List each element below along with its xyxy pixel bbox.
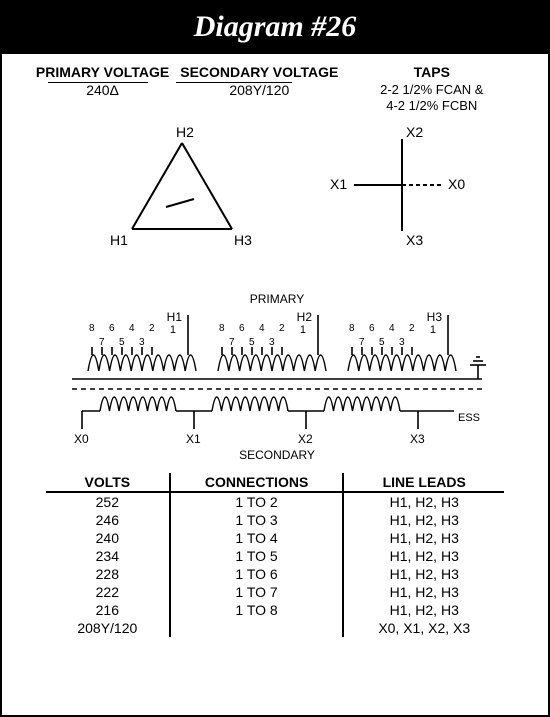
taps-header: TAPS	[346, 64, 518, 80]
taps-line1: 2-2 1/2% FCAN &	[380, 82, 483, 97]
svg-text:3: 3	[269, 337, 275, 348]
cell-lineleads: H1, H2, H3	[344, 511, 504, 529]
cell-lineleads: H1, H2, H3	[344, 529, 504, 547]
taps-line2: 4-2 1/2% FCBN	[386, 98, 477, 113]
table-row: 2461 TO 3H1, H2, H3	[46, 511, 504, 529]
svg-text:1: 1	[170, 324, 176, 336]
delta-wye-svg: H2 H1 H3 X2 X1 X3 X0	[2, 119, 550, 289]
cell-volts: 246	[46, 511, 169, 529]
voltage-header-row: PRIMARY VOLTAGE SECONDARY VOLTAGE TAPS	[2, 54, 548, 82]
svg-text:H2: H2	[176, 124, 194, 140]
cell-volts: 208Y/120	[46, 619, 169, 637]
svg-text:4: 4	[389, 323, 395, 334]
secondary-voltage-header: SECONDARY VOLTAGE	[173, 64, 345, 80]
svg-text:H3: H3	[234, 232, 252, 248]
cell-connections: 1 TO 2	[169, 493, 345, 511]
connections-table: VOLTS CONNECTIONS LINE LEADS 2521 TO 2H1…	[46, 473, 504, 637]
svg-text:2: 2	[409, 323, 415, 334]
svg-text:X3: X3	[406, 232, 423, 248]
cell-connections: 1 TO 6	[169, 565, 345, 583]
svg-text:H3: H3	[427, 310, 443, 324]
cell-lineleads: H1, H2, H3	[344, 565, 504, 583]
svg-text:5: 5	[249, 337, 255, 348]
table-row: 2401 TO 4H1, H2, H3	[46, 529, 504, 547]
page: Diagram #26 PRIMARY VOLTAGE SECONDARY VO…	[0, 0, 550, 717]
svg-text:2: 2	[279, 323, 285, 334]
svg-text:X3: X3	[410, 432, 425, 446]
cell-volts: 252	[46, 493, 169, 511]
cell-lineleads: X0, X1, X2, X3	[344, 619, 504, 637]
svg-text:3: 3	[139, 337, 145, 348]
svg-text:SECONDARY: SECONDARY	[239, 448, 315, 462]
svg-text:X0: X0	[448, 176, 465, 192]
svg-text:4: 4	[259, 323, 265, 334]
cell-volts: 216	[46, 601, 169, 619]
svg-text:8: 8	[89, 323, 95, 334]
primary-voltage-header: PRIMARY VOLTAGE	[32, 64, 173, 80]
svg-text:5: 5	[379, 337, 385, 348]
svg-text:H1: H1	[110, 232, 128, 248]
winding-diagram: PRIMARYH118765432H218765432H318765432ESS…	[2, 289, 548, 469]
cell-connections: 1 TO 7	[169, 583, 345, 601]
table-row: 2221 TO 7H1, H2, H3	[46, 583, 504, 601]
svg-text:6: 6	[109, 323, 115, 334]
table-row: 2161 TO 8H1, H2, H3	[46, 601, 504, 619]
svg-text:8: 8	[349, 323, 355, 334]
svg-text:7: 7	[229, 337, 235, 348]
col-lineleads-header: LINE LEADS	[344, 473, 504, 491]
svg-text:PRIMARY: PRIMARY	[250, 292, 304, 306]
primary-voltage-value: 240Δ	[32, 82, 173, 115]
svg-text:6: 6	[239, 323, 245, 334]
table-row: 2341 TO 5H1, H2, H3	[46, 547, 504, 565]
svg-text:X2: X2	[406, 124, 423, 140]
svg-text:6: 6	[369, 323, 375, 334]
svg-text:3: 3	[399, 337, 405, 348]
cell-connections: 1 TO 3	[169, 511, 345, 529]
svg-text:8: 8	[219, 323, 225, 334]
voltage-value-row: 240Δ 208Y/120 2-2 1/2% FCAN & 4-2 1/2% F…	[2, 82, 548, 119]
svg-text:1: 1	[300, 324, 306, 336]
connection-diagrams: H2 H1 H3 X2 X1 X3 X0	[2, 119, 548, 289]
svg-text:4: 4	[129, 323, 135, 334]
table-row: 2281 TO 6H1, H2, H3	[46, 565, 504, 583]
svg-text:7: 7	[99, 337, 105, 348]
cell-lineleads: H1, H2, H3	[344, 601, 504, 619]
cell-connections: 1 TO 5	[169, 547, 345, 565]
svg-text:H2: H2	[297, 310, 313, 324]
cell-lineleads: H1, H2, H3	[344, 493, 504, 511]
svg-text:7: 7	[359, 337, 365, 348]
cell-connections: 1 TO 4	[169, 529, 345, 547]
secondary-voltage-value: 208Y/120	[173, 82, 345, 115]
svg-text:5: 5	[119, 337, 125, 348]
cell-volts: 222	[46, 583, 169, 601]
svg-text:X0: X0	[74, 432, 89, 446]
cell-volts: 228	[46, 565, 169, 583]
svg-text:X1: X1	[186, 432, 201, 446]
col-connections-header: CONNECTIONS	[169, 473, 345, 491]
table-body: 2521 TO 2H1, H2, H32461 TO 3H1, H2, H324…	[46, 493, 504, 637]
title-bar: Diagram #26	[2, 2, 548, 54]
svg-text:X1: X1	[330, 176, 347, 192]
svg-text:1: 1	[430, 324, 436, 336]
table-row: 2521 TO 2H1, H2, H3	[46, 493, 504, 511]
col-volts-header: VOLTS	[46, 473, 169, 491]
cell-volts: 240	[46, 529, 169, 547]
svg-text:H1: H1	[167, 310, 183, 324]
cell-connections	[169, 619, 345, 637]
cell-volts: 234	[46, 547, 169, 565]
cell-lineleads: H1, H2, H3	[344, 547, 504, 565]
svg-text:ESS: ESS	[458, 412, 480, 424]
svg-text:X2: X2	[298, 432, 313, 446]
cell-connections: 1 TO 8	[169, 601, 345, 619]
svg-text:2: 2	[149, 323, 155, 334]
table-header: VOLTS CONNECTIONS LINE LEADS	[46, 473, 504, 493]
taps-value: 2-2 1/2% FCAN & 4-2 1/2% FCBN	[346, 82, 518, 115]
table-row: 208Y/120 X0, X1, X2, X3	[46, 619, 504, 637]
winding-svg: PRIMARYH118765432H218765432H318765432ESS…	[2, 289, 550, 469]
cell-lineleads: H1, H2, H3	[344, 583, 504, 601]
